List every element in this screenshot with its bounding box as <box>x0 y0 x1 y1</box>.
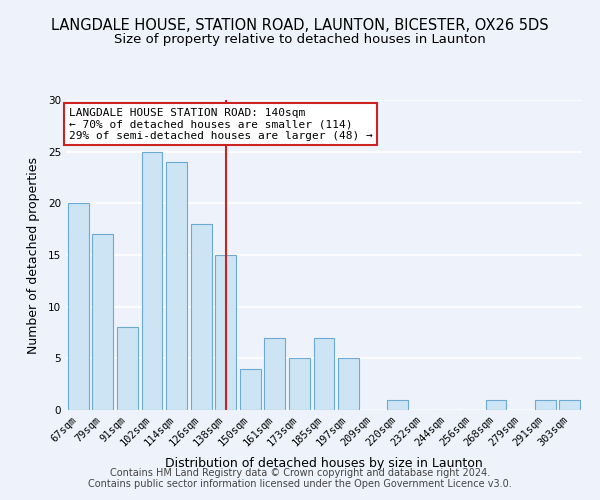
Bar <box>289 358 310 410</box>
Text: Size of property relative to detached houses in Launton: Size of property relative to detached ho… <box>114 32 486 46</box>
Bar <box>265 338 286 410</box>
Bar <box>314 338 334 410</box>
Text: LANGDALE HOUSE, STATION ROAD, LAUNTON, BICESTER, OX26 5DS: LANGDALE HOUSE, STATION ROAD, LAUNTON, B… <box>51 18 549 32</box>
Bar <box>240 368 261 410</box>
Bar <box>191 224 212 410</box>
Bar <box>68 204 89 410</box>
Bar <box>485 400 506 410</box>
Text: Contains public sector information licensed under the Open Government Licence v3: Contains public sector information licen… <box>88 479 512 489</box>
Text: Contains HM Land Registry data © Crown copyright and database right 2024.: Contains HM Land Registry data © Crown c… <box>110 468 490 477</box>
Bar <box>387 400 408 410</box>
Bar <box>166 162 187 410</box>
Bar <box>117 328 138 410</box>
X-axis label: Distribution of detached houses by size in Launton: Distribution of detached houses by size … <box>165 457 483 470</box>
Bar <box>535 400 556 410</box>
Y-axis label: Number of detached properties: Number of detached properties <box>26 156 40 354</box>
Bar <box>559 400 580 410</box>
Text: LANGDALE HOUSE STATION ROAD: 140sqm
← 70% of detached houses are smaller (114)
2: LANGDALE HOUSE STATION ROAD: 140sqm ← 70… <box>68 108 373 141</box>
Bar <box>92 234 113 410</box>
Bar <box>215 255 236 410</box>
Bar <box>338 358 359 410</box>
Bar <box>142 152 163 410</box>
